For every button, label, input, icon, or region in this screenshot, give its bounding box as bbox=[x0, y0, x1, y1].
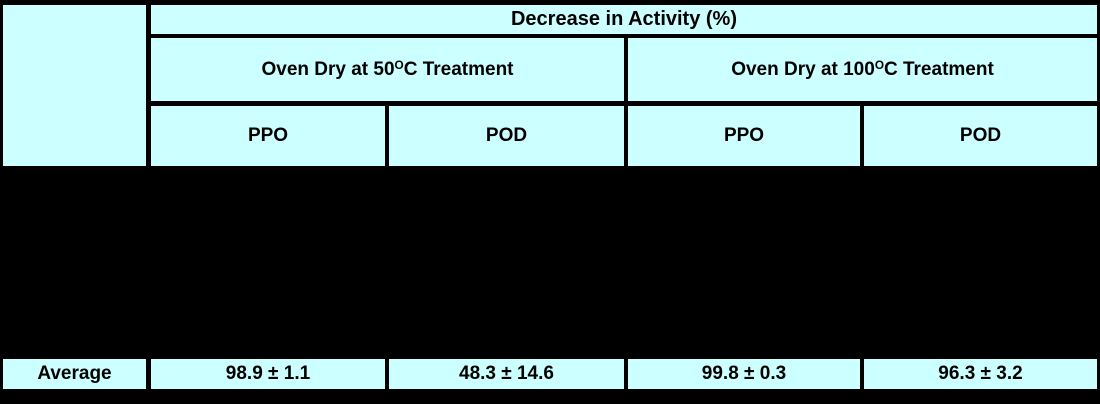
column-header-ppo-100: PPO bbox=[628, 106, 860, 166]
corner-cell bbox=[3, 5, 146, 166]
average-value-ppo-50: 98.9 ± 1.1 bbox=[151, 359, 385, 389]
group-header-100c: Oven Dry at 100OC Treatment bbox=[628, 38, 1097, 101]
group-header-100c-text: Oven Dry at 100OC Treatment bbox=[731, 58, 994, 80]
degree-superscript: O bbox=[874, 59, 884, 73]
group-header-50c-text: Oven Dry at 50OC Treatment bbox=[261, 58, 514, 80]
average-value-pod-50: 48.3 ± 14.6 bbox=[389, 359, 624, 389]
column-header-pod-50: POD bbox=[389, 106, 624, 166]
average-value-pod-100: 96.3 ± 3.2 bbox=[864, 359, 1097, 389]
average-row-label: Average bbox=[3, 359, 146, 389]
degree-superscript: O bbox=[394, 59, 404, 73]
redacted-data-rows bbox=[0, 166, 1100, 359]
column-header-pod-100: POD bbox=[864, 106, 1097, 166]
column-header-ppo-50: PPO bbox=[151, 106, 385, 166]
group-header-50c: Oven Dry at 50OC Treatment bbox=[151, 38, 624, 101]
average-value-ppo-100: 99.8 ± 0.3 bbox=[628, 359, 860, 389]
table-title: Decrease in Activity (%) bbox=[151, 5, 1097, 34]
